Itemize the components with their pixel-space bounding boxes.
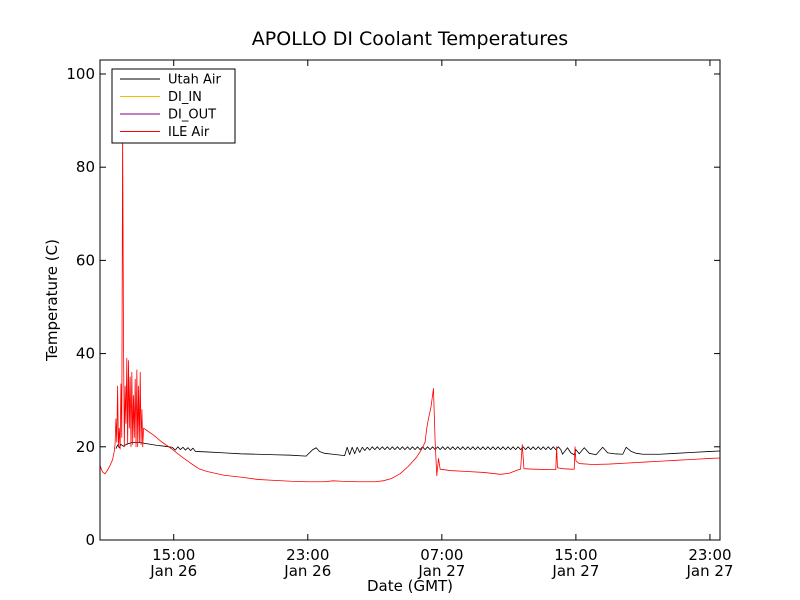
y-tick-label: 40 bbox=[76, 345, 95, 363]
legend: Utah Air DI_IN DI_OUT ILE Air bbox=[111, 68, 236, 144]
x-tick-label-time: 15:00 bbox=[554, 546, 597, 564]
legend-label: DI_IN bbox=[168, 90, 202, 105]
y-tick-label: 20 bbox=[76, 438, 95, 456]
x-tick-label-date: Jan 26 bbox=[149, 562, 197, 580]
legend-frame bbox=[111, 68, 236, 144]
y-tick-label: 0 bbox=[85, 531, 95, 549]
y-tick-label: 80 bbox=[76, 158, 95, 176]
x-tick-label-date: Jan 27 bbox=[551, 562, 599, 580]
legend-label: ILE Air bbox=[168, 125, 210, 140]
x-tick-label-time: 23:00 bbox=[286, 546, 329, 564]
series-line-3 bbox=[99, 124, 721, 483]
y-axis-label: Temperature (C) bbox=[43, 239, 61, 362]
x-axis-label: Date (GMT) bbox=[367, 577, 453, 595]
y-tick-label: 60 bbox=[76, 251, 95, 269]
y-axis: 0 20 40 60 80 100 bbox=[66, 65, 720, 549]
y-tick-label: 100 bbox=[66, 65, 95, 83]
chart-title: APOLLO DI Coolant Temperatures bbox=[252, 28, 568, 50]
x-tick-label-time: 23:00 bbox=[688, 546, 731, 564]
legend-label: Utah Air bbox=[168, 73, 221, 88]
x-tick-label-time: 07:00 bbox=[420, 546, 463, 564]
x-tick-label-date: Jan 27 bbox=[685, 562, 733, 580]
x-tick-label-date: Jan 27 bbox=[417, 562, 465, 580]
series-layer bbox=[99, 124, 721, 483]
legend-label: DI_OUT bbox=[168, 108, 216, 123]
plot-frame bbox=[99, 59, 721, 541]
x-tick-label-date: Jan 26 bbox=[283, 562, 331, 580]
x-tick-label-time: 15:00 bbox=[152, 546, 195, 564]
